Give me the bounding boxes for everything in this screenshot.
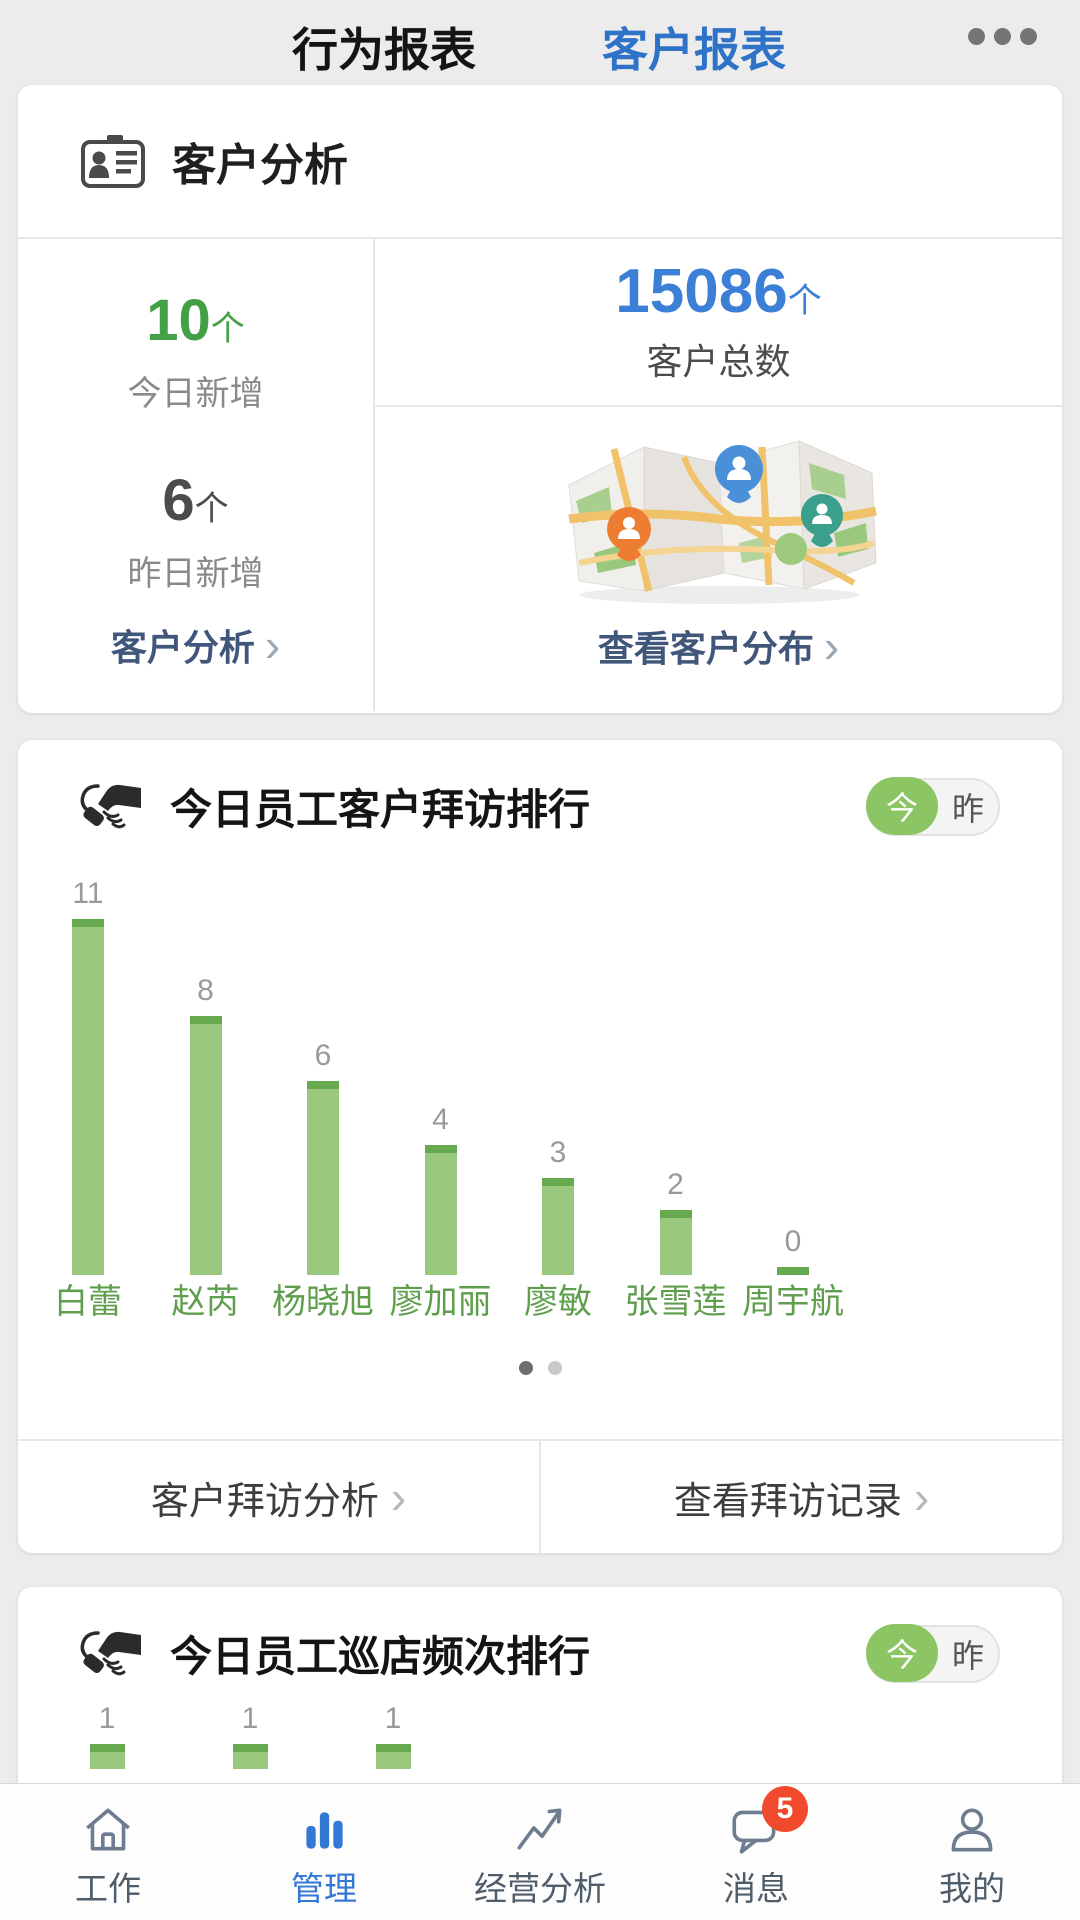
bar-column: 1 bbox=[175, 1702, 325, 1769]
bar-column: 4 廖加丽 bbox=[366, 1103, 516, 1321]
id-card-icon bbox=[81, 135, 145, 188]
map-pin-blue bbox=[714, 445, 763, 503]
bar-column: 6 杨晓旭 bbox=[248, 1039, 398, 1321]
bar-value-label: 1 bbox=[241, 1702, 259, 1735]
today-yesterday-toggle[interactable]: 今 昨 bbox=[866, 1623, 1000, 1683]
bar-value-label: 1 bbox=[98, 1702, 116, 1735]
bar-category-label: 周宇航 bbox=[742, 1282, 844, 1321]
chevron-right-icon: › bbox=[823, 620, 840, 672]
bar-category-label: 廖加丽 bbox=[389, 1282, 492, 1321]
visit-records-link[interactable]: 查看拜访记录 › bbox=[539, 1441, 1062, 1553]
patrol-bar-chart: 1 1 1 bbox=[18, 1702, 1062, 1822]
toggle-today[interactable]: 今 bbox=[866, 1623, 938, 1682]
trend-icon bbox=[511, 1794, 569, 1858]
today-new-stat: 10个 bbox=[146, 288, 245, 353]
bar-chart-icon bbox=[295, 1794, 353, 1858]
chevron-right-icon: › bbox=[264, 619, 281, 671]
nav-item-messages[interactable]: 5 消息 bbox=[648, 1784, 864, 1920]
visit-ranking-card: 今日员工客户拜访排行 今 昨 11 白蕾 8 赵芮 6 杨晓旭 4 廖加丽 3 廖敏 2 张雪莲 0 周宇… bbox=[18, 740, 1062, 1553]
yesterday-new-label: 昨日新增 bbox=[127, 554, 264, 593]
bar-value-label: 11 bbox=[72, 877, 104, 910]
bar bbox=[89, 1744, 125, 1769]
bar-value-label: 3 bbox=[549, 1136, 567, 1169]
bar-category-label: 杨晓旭 bbox=[272, 1282, 374, 1321]
map-pin-orange bbox=[606, 507, 651, 561]
total-customers-stat: 15086个 客户总数 bbox=[375, 239, 1062, 407]
tab-customer-report[interactable]: 客户报表 bbox=[602, 14, 786, 80]
toggle-yesterday[interactable]: 昨 bbox=[951, 790, 984, 827]
yesterday-new-stat: 6个 bbox=[162, 467, 229, 533]
nav-item-business-analysis[interactable]: 经营分析 bbox=[432, 1784, 648, 1920]
customer-analysis-header: 客户分析 bbox=[18, 85, 1062, 239]
unread-badge: 5 bbox=[762, 1786, 808, 1832]
today-yesterday-toggle[interactable]: 今 昨 bbox=[866, 776, 1000, 836]
bar-value-label: 0 bbox=[784, 1225, 802, 1258]
bar-value-label: 8 bbox=[197, 974, 214, 1007]
pagination-dots[interactable] bbox=[18, 1361, 1062, 1375]
bar bbox=[375, 1744, 411, 1769]
card-title: 客户分析 bbox=[172, 141, 348, 190]
visit-bar-chart: 11 白蕾 8 赵芮 6 杨晓旭 4 廖加丽 3 廖敏 2 张雪莲 0 周宇航 bbox=[18, 865, 1062, 1321]
bar bbox=[424, 1145, 457, 1275]
map-pin-teal bbox=[800, 494, 843, 547]
bar bbox=[72, 919, 104, 1275]
customer-distribution-link[interactable]: 查看客户分布 › bbox=[597, 620, 840, 672]
bar-column: 0 周宇航 bbox=[718, 1225, 868, 1321]
visit-ranking-title: 今日员工客户拜访排行 bbox=[170, 786, 591, 833]
bar-value-label: 4 bbox=[432, 1103, 449, 1136]
chevron-right-icon: › bbox=[390, 1471, 407, 1523]
customer-analysis-link[interactable]: 客户分析 › bbox=[110, 619, 281, 671]
bottom-nav: 工作 管理 经营分析 bbox=[0, 1783, 1080, 1920]
nav-item-work[interactable]: 工作 bbox=[0, 1784, 216, 1920]
bar-column: 11 白蕾 bbox=[13, 877, 163, 1321]
bar bbox=[307, 1081, 339, 1275]
bar-category-label: 白蕾 bbox=[54, 1282, 122, 1321]
bar-column: 1 bbox=[318, 1702, 468, 1769]
patrol-ranking-title: 今日员工巡店频次排行 bbox=[170, 1633, 591, 1680]
bar bbox=[777, 1267, 809, 1275]
today-new-label: 今日新增 bbox=[127, 374, 264, 413]
toggle-today[interactable]: 今 bbox=[866, 776, 938, 835]
user-icon bbox=[943, 1794, 1001, 1858]
nav-item-mine[interactable]: 我的 bbox=[864, 1784, 1080, 1920]
pagination-dot[interactable] bbox=[518, 1361, 533, 1375]
bar-column: 8 赵芮 bbox=[131, 974, 281, 1321]
top-tab-bar: 行为报表 客户报表 bbox=[0, 0, 1080, 85]
chevron-right-icon: › bbox=[913, 1471, 930, 1523]
visit-analysis-link[interactable]: 客户拜访分析 › bbox=[150, 1471, 407, 1523]
bar bbox=[189, 1016, 222, 1275]
customer-map-illustration bbox=[567, 440, 877, 604]
patrol-ranking-card: 今日员工巡店频次排行 今 昨 1 1 1 bbox=[18, 1587, 1062, 1810]
total-customers-label: 客户总数 bbox=[646, 340, 791, 382]
bar-category-label: 赵芮 bbox=[171, 1282, 240, 1321]
bar bbox=[659, 1210, 692, 1275]
handshake-icon bbox=[80, 783, 141, 828]
bar bbox=[232, 1744, 268, 1769]
tab-behavior-report[interactable]: 行为报表 bbox=[292, 24, 476, 76]
bar-column: 1 bbox=[32, 1702, 182, 1769]
bar-value-label: 2 bbox=[667, 1168, 684, 1201]
new-customer-stats: 10个 今日新增 6个 昨日新增 客户分析 › bbox=[18, 239, 373, 711]
home-icon bbox=[79, 1794, 137, 1858]
bar-category-label: 廖敏 bbox=[524, 1282, 592, 1321]
nav-item-manage[interactable]: 管理 bbox=[216, 1784, 432, 1920]
customer-analysis-card: 客户分析 10个 今日新增 6个 昨日新增 客户分析 › 15086个 客户总数 bbox=[18, 85, 1062, 713]
bar-column: 3 廖敏 bbox=[483, 1136, 633, 1321]
toggle-yesterday[interactable]: 昨 bbox=[951, 1637, 984, 1674]
pagination-dot[interactable] bbox=[547, 1361, 562, 1375]
bar-value-label: 6 bbox=[314, 1039, 332, 1072]
bar bbox=[542, 1178, 574, 1275]
more-menu-icon[interactable] bbox=[968, 28, 1037, 45]
handshake-icon bbox=[80, 1630, 141, 1675]
bar-category-label: 张雪莲 bbox=[624, 1282, 727, 1321]
bar-column: 2 张雪莲 bbox=[601, 1168, 751, 1321]
bar-value-label: 1 bbox=[384, 1702, 402, 1735]
